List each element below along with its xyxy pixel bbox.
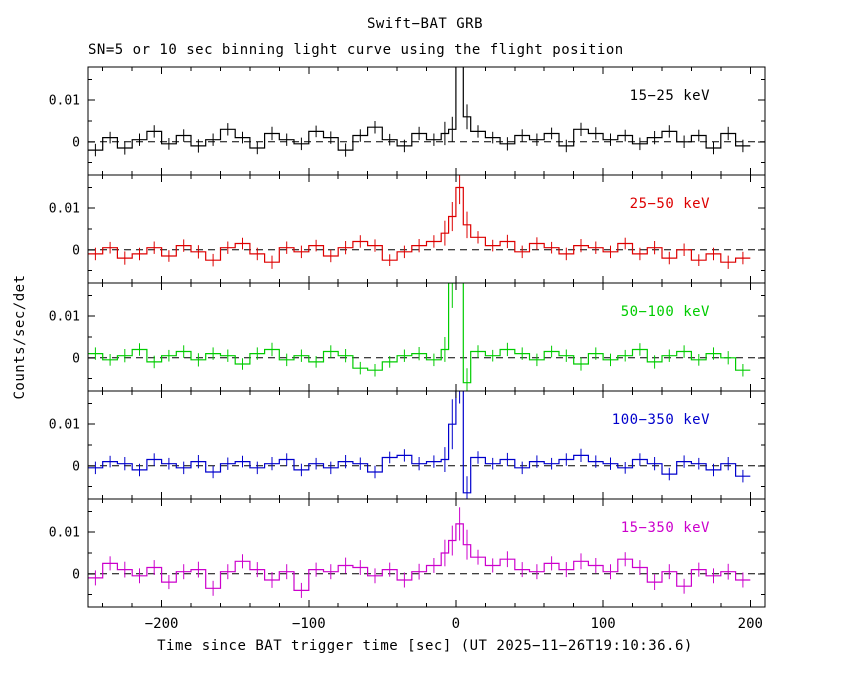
chart-subtitle: SN=5 or 10 sec binning light curve using…: [88, 42, 624, 58]
series-label-50-100-kev: 50−100 keV: [620, 304, 710, 320]
y-tick-label: 0.01: [49, 94, 80, 109]
y-tick-label: 0.01: [49, 526, 80, 541]
panel-frame: [87, 174, 766, 284]
panel-2: [88, 283, 765, 391]
panel-1: [88, 175, 765, 269]
x-tick-label: −100: [292, 616, 326, 632]
y-tick-label: 0.01: [49, 310, 80, 325]
panel-frame: [87, 66, 766, 176]
x-tick-label: 200: [738, 616, 763, 632]
chart-title: Swift−BAT GRB: [366, 16, 484, 32]
y-axis-label: Counts/sec/det: [12, 274, 28, 400]
x-tick-label: −200: [145, 616, 179, 632]
y-tick-label: 0: [72, 243, 80, 258]
panel-0: [88, 67, 765, 157]
panel-3: [88, 391, 765, 499]
series-label-25-50-kev: 25−50 keV: [629, 196, 710, 212]
series-label-15-25-kev: 15−25 keV: [629, 88, 710, 104]
y-tick-label: 0: [72, 459, 80, 474]
series-label-100-350-kev: 100−350 keV: [611, 412, 710, 428]
panel-frame: [87, 498, 766, 608]
x-tick-label: 0: [452, 616, 460, 632]
series-label-15-350-kev: 15−350 keV: [620, 520, 710, 536]
y-tick-label: 0: [72, 351, 80, 366]
y-tick-label: 0.01: [49, 418, 80, 433]
panel-frame: [87, 390, 766, 500]
y-tick-label: 0: [72, 135, 80, 150]
panel-frame: [87, 282, 766, 392]
x-tick-label: 100: [590, 616, 615, 632]
x-axis-label: Time since BAT trigger time [sec] (UT 20…: [157, 638, 693, 654]
y-tick-label: 0.01: [49, 202, 80, 217]
panel-4: [88, 507, 765, 598]
y-tick-label: 0: [72, 567, 80, 582]
